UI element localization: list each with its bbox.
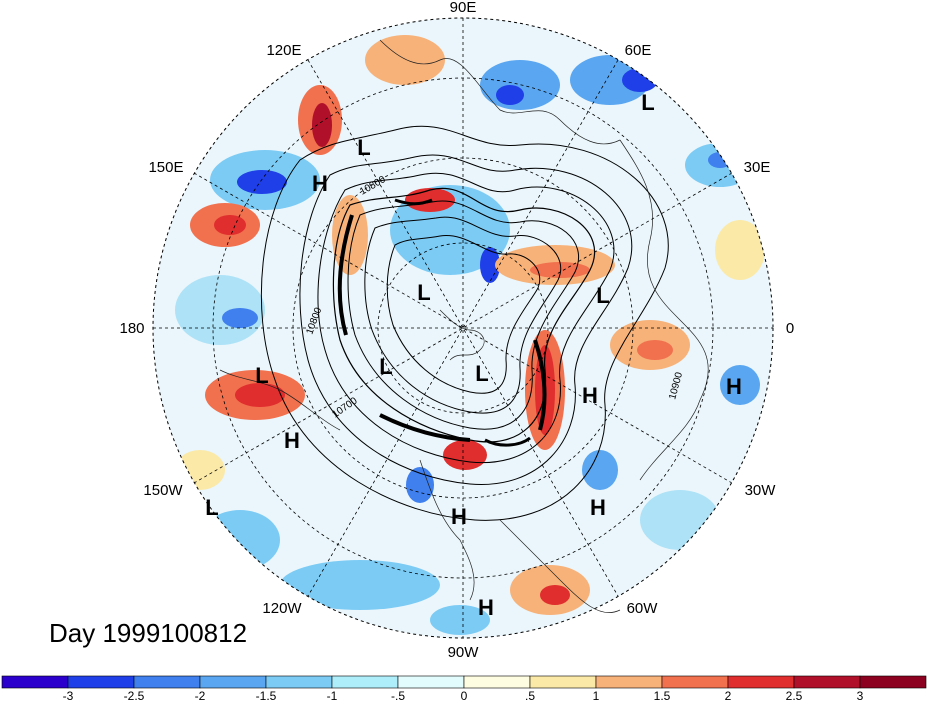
high-pressure-marker: H [284,428,300,453]
lon-label-180: 180 [119,320,144,337]
graticule [153,18,773,638]
lon-label-60w: 60W [627,600,659,617]
high-pressure-marker: H [312,171,328,196]
high-pressure-marker: H [590,495,606,520]
height-contours [260,125,669,521]
colorbar-tick-label: -1 [327,689,338,702]
colorbar-swatch [529,675,597,689]
colorbar-tick-label: -.5 [391,689,405,702]
colorbar-swatch [793,675,861,689]
longitude-labels: 90E 60E 30E 0 30W 60W 90W 120W 150W 180 … [119,0,794,661]
colorbar-tick-label: 2 [725,689,732,702]
lon-label-60e: 60E [625,42,652,59]
map-boundary [152,17,774,639]
low-pressure-marker: L [255,363,268,388]
colorbar-tick-label: -1.5 [256,689,277,702]
colorbar-swatch [1,675,69,689]
colorbar-swatch [331,675,399,689]
lon-label-30e: 30E [744,159,771,176]
colorbar-swatch [397,675,465,689]
low-pressure-marker: L [475,361,488,386]
colorbar-tick-label: 2.5 [786,689,803,702]
lon-label-0: 0 [786,320,794,337]
low-pressure-marker: L [379,354,392,379]
colorbar: -3 -2.5 -2 -1.5 -1 -.5 0 .5 1 1.5 2 2.5 3 [1,675,927,702]
lon-label-90w: 90W [448,644,480,661]
colorbar-tick-label: -2.5 [124,689,145,702]
colorbar-swatch [859,675,927,689]
colorbar-tick-label: 3 [857,689,864,702]
colorbar-swatch [661,675,729,689]
colorbar-tick-label: 1 [593,689,600,702]
colorbar-tick-label: .5 [525,689,535,702]
low-pressure-marker: L [417,280,430,305]
lon-label-150e: 150E [148,159,183,176]
colorbar-swatch [67,675,135,689]
high-pressure-marker: H [478,595,494,620]
high-pressure-marker: H [582,383,598,408]
colorbar-swatch [265,675,333,689]
colorbar-swatch [463,675,531,689]
colorbar-tick-label: -3 [63,689,74,702]
high-pressure-marker: H [726,374,742,399]
low-pressure-marker: L [205,495,218,520]
colorbar-tick-label: 1.5 [654,689,671,702]
colorbar-swatch [727,675,795,689]
high-pressure-marker: H [451,504,467,529]
low-pressure-marker: L [641,90,654,115]
colorbar-tick-label: 0 [461,689,468,702]
colorbar-swatch [199,675,267,689]
lon-label-30w: 30W [745,482,777,499]
colorbar-swatch [595,675,663,689]
lon-label-120e: 120E [266,42,301,59]
pressure-centers: L L H L L L L H H H L H H L H H [205,90,742,620]
map-title: Day 1999100812 [49,618,248,648]
colorbar-tick-label: -2 [195,689,206,702]
colorbar-swatch [133,675,201,689]
lon-label-90e: 90E [450,0,477,16]
low-pressure-marker: L [357,135,370,160]
low-pressure-marker: L [596,283,609,308]
coastlines [219,39,709,613]
lon-label-150w: 150W [143,482,183,499]
lon-label-120w: 120W [262,600,302,617]
